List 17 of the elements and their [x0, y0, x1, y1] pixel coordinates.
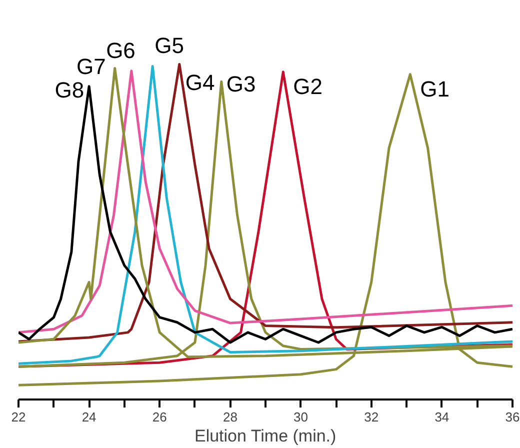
series-label: G2	[293, 74, 322, 99]
series-label: G8	[54, 77, 84, 102]
series-label: G5	[154, 33, 184, 58]
x-tick-label: 34	[434, 410, 450, 424]
x-tick-label: 26	[152, 410, 167, 424]
series-label: G7	[76, 54, 106, 80]
x-tick-label: 36	[505, 410, 520, 424]
x-tick-label: 30	[294, 410, 308, 424]
series-label: G6	[106, 38, 136, 63]
x-axis-title: Elution Time (min.)	[194, 426, 336, 446]
series-label: G1	[420, 76, 450, 102]
x-tick-label: 28	[222, 410, 238, 424]
series-label: G4	[185, 70, 215, 96]
x-tick-label: 24	[82, 410, 96, 424]
x-tick-label: 22	[11, 410, 26, 424]
x-tick-label: 32	[364, 410, 379, 424]
series-label: G3	[226, 72, 256, 97]
